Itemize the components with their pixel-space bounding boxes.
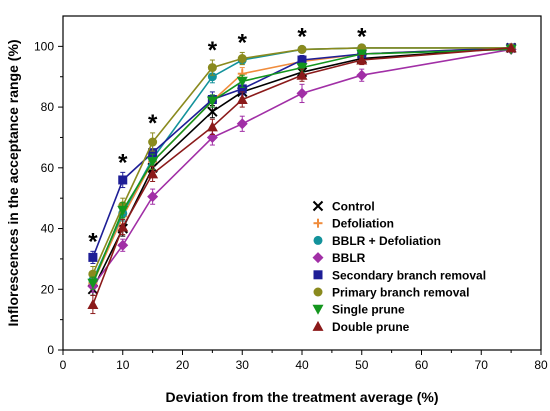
data-point-double-prune bbox=[87, 298, 99, 309]
legend-marker-single-prune bbox=[312, 304, 324, 315]
data-point-primary-branch-removal bbox=[207, 63, 217, 73]
y-tick-label-0: 0 bbox=[47, 343, 54, 357]
series-line-single-prune bbox=[92, 48, 512, 284]
series-bblr bbox=[87, 43, 517, 293]
data-point-double-prune bbox=[356, 54, 368, 65]
series-double-prune bbox=[87, 42, 517, 315]
data-point-single-prune bbox=[87, 278, 99, 289]
legend-marker-double-prune bbox=[312, 320, 324, 331]
legend-label-single-prune: Single prune bbox=[332, 303, 405, 317]
legend-label-bblr: BBLR bbox=[332, 251, 366, 265]
data-point-single-prune bbox=[356, 49, 368, 60]
data-point-bblr bbox=[236, 118, 248, 130]
legend-marker-control-stroke-b bbox=[312, 200, 324, 212]
data-point-control bbox=[207, 106, 218, 117]
data-point-bblr bbox=[296, 87, 308, 99]
data-point-bblr bbox=[147, 191, 159, 203]
data-point-primary-branch-removal bbox=[237, 54, 247, 64]
significance-asterisk: * bbox=[297, 23, 307, 50]
y-tick-label-40: 40 bbox=[41, 222, 55, 236]
data-point-double-prune bbox=[505, 42, 517, 53]
legend-marker-bblr-defoliation bbox=[313, 235, 323, 245]
significance-asterisk: * bbox=[148, 110, 158, 137]
x-tick-label-50: 50 bbox=[355, 358, 369, 372]
legend-label-control: Control bbox=[332, 200, 375, 214]
data-point-secondary-branch-removal bbox=[148, 148, 158, 158]
y-axis-title: Inflorescences in the acceptance range (… bbox=[5, 39, 21, 326]
legend-label-primary-branch-removal: Primary branch removal bbox=[332, 286, 469, 300]
x-tick-label-10: 10 bbox=[116, 358, 130, 372]
y-tick-label-20: 20 bbox=[41, 282, 55, 296]
y-tick-label-100: 100 bbox=[34, 39, 54, 53]
data-point-secondary-branch-removal bbox=[297, 55, 307, 65]
series-line-secondary-branch-removal bbox=[92, 47, 512, 258]
series-line-double-prune bbox=[92, 47, 512, 305]
data-point-double-prune bbox=[236, 94, 248, 104]
y-tick-label-80: 80 bbox=[41, 100, 55, 114]
data-point-single-prune bbox=[117, 205, 129, 216]
data-point-double-prune bbox=[147, 168, 159, 179]
data-point-primary-branch-removal bbox=[148, 137, 158, 147]
data-point-bblr bbox=[117, 239, 129, 251]
legend-marker-control bbox=[312, 200, 324, 212]
x-tick-label-40: 40 bbox=[295, 358, 309, 372]
data-point-double-prune bbox=[296, 69, 308, 80]
data-point-secondary-branch-removal bbox=[88, 252, 98, 262]
data-point-secondary-branch-removal bbox=[118, 175, 128, 185]
significance-markers: * * * * * * * bbox=[88, 23, 367, 255]
legend: Control Defoliation BBLR + Defoliation BBLR… bbox=[312, 200, 486, 334]
legend-marker-secondary-branch-removal bbox=[313, 270, 323, 280]
series-line-bblr bbox=[92, 48, 512, 287]
data-point-bblr bbox=[206, 131, 218, 143]
data-point-bblr bbox=[356, 69, 368, 81]
x-axis-title: Deviation from the treatment average (%) bbox=[165, 389, 438, 405]
significance-asterisk: * bbox=[118, 149, 128, 176]
data-point-control-stroke-b bbox=[207, 106, 218, 117]
legend-label-double-prune: Double prune bbox=[332, 320, 410, 334]
legend-label-secondary-branch-removal: Secondary branch removal bbox=[332, 268, 486, 282]
significance-asterisk: * bbox=[357, 23, 367, 50]
data-point-double-prune bbox=[117, 221, 129, 232]
series-lines bbox=[87, 42, 517, 315]
data-point-single-prune bbox=[147, 157, 159, 168]
data-point-secondary-branch-removal bbox=[237, 84, 247, 94]
legend-marker-defoliation bbox=[313, 218, 323, 228]
x-tick-label-60: 60 bbox=[415, 358, 429, 372]
legend-marker-bblr bbox=[312, 252, 324, 264]
legend-label-defoliation: Defoliation bbox=[332, 217, 394, 231]
data-point-primary-branch-removal bbox=[297, 44, 307, 54]
x-tick-label-30: 30 bbox=[236, 358, 250, 372]
y-tick-label-60: 60 bbox=[41, 161, 55, 175]
data-point-bblr-defoliation bbox=[207, 72, 217, 82]
x-tick-label-0: 0 bbox=[60, 358, 67, 372]
data-point-single-prune bbox=[236, 76, 248, 87]
x-tick-label-80: 80 bbox=[534, 358, 548, 372]
significance-asterisk: * bbox=[238, 29, 248, 56]
data-point-single-prune bbox=[296, 63, 308, 74]
data-point-single-prune bbox=[206, 96, 218, 107]
axes: 0 10 20 30 40 50 60 70 80 0 20 40 60 80 100 bbox=[34, 15, 548, 372]
x-tick-label-20: 20 bbox=[176, 358, 190, 372]
significance-asterisk: * bbox=[208, 37, 218, 64]
series-line-primary-branch-removal bbox=[92, 47, 512, 275]
data-point-double-prune bbox=[206, 121, 218, 132]
significance-asterisk: * bbox=[88, 228, 98, 255]
legend-label-bblr-defoliation: BBLR + Defoliation bbox=[332, 234, 441, 248]
series-single-prune bbox=[87, 44, 517, 290]
legend-marker-primary-branch-removal bbox=[313, 287, 323, 297]
x-tick-label-70: 70 bbox=[475, 358, 489, 372]
